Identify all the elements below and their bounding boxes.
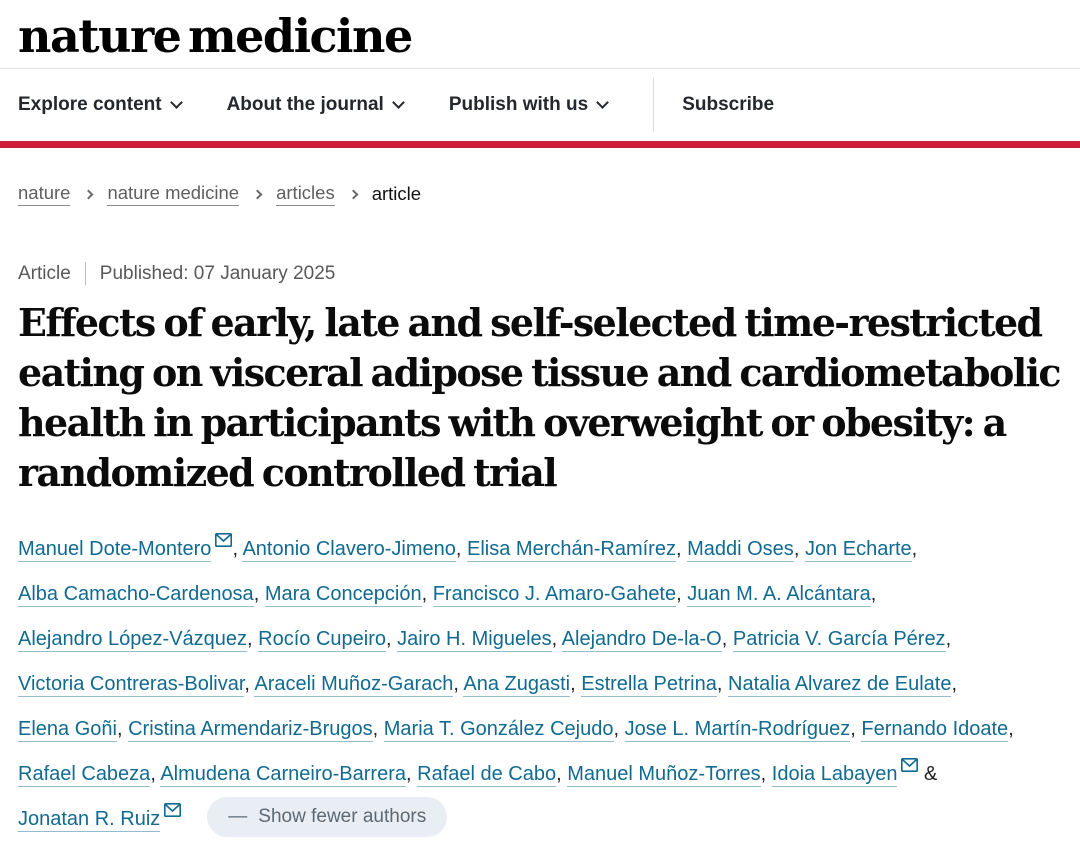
comma-separator: , bbox=[386, 628, 398, 650]
site-header: nature medicine Explore content About th… bbox=[0, 0, 1080, 148]
comma-separator: , bbox=[1008, 718, 1014, 740]
masthead: nature medicine bbox=[0, 0, 1080, 68]
author-link[interactable]: Almudena Carneiro-Barrera bbox=[160, 763, 406, 787]
main-nav: Explore content About the journal Publis… bbox=[0, 69, 1080, 141]
journal-logo[interactable]: nature medicine bbox=[18, 9, 413, 63]
comma-separator: , bbox=[551, 628, 562, 650]
comma-separator: , bbox=[421, 583, 433, 605]
comma-separator: , bbox=[716, 673, 728, 695]
author-link[interactable]: Juan M. A. Alcántara bbox=[687, 583, 871, 607]
published-date: Published: 07 January 2025 bbox=[99, 262, 336, 284]
author-link[interactable]: Maddi Oses bbox=[687, 538, 794, 562]
author-link[interactable]: Manuel Muñoz-Torres bbox=[567, 763, 761, 787]
meta-divider bbox=[84, 262, 86, 285]
breadcrumb-current: article bbox=[371, 183, 422, 204]
author-link[interactable]: Fernando Idoate bbox=[861, 718, 1009, 742]
comma-separator: , bbox=[247, 628, 259, 650]
author-link[interactable]: Araceli Muñoz-Garach bbox=[254, 673, 454, 697]
comma-separator: , bbox=[253, 583, 265, 605]
author-link[interactable]: Estrella Petrina bbox=[581, 673, 717, 697]
comma-separator: , bbox=[911, 538, 918, 560]
brand-accent-bar bbox=[0, 141, 1080, 148]
nav-about-the-journal[interactable]: About the journal bbox=[226, 94, 405, 116]
author-link[interactable]: Maria T. González Cejudo bbox=[383, 718, 614, 742]
nav-label: Explore content bbox=[18, 94, 162, 115]
author-link[interactable]: Jairo H. Migueles bbox=[397, 628, 552, 652]
nav-label: About the journal bbox=[226, 94, 384, 115]
author-link[interactable]: Idoia Labayen bbox=[771, 763, 898, 787]
comma-separator: , bbox=[232, 538, 243, 560]
comma-separator: , bbox=[721, 628, 733, 650]
breadcrumb-link-nature-medicine[interactable]: nature medicine bbox=[107, 182, 240, 206]
comma-separator: , bbox=[850, 718, 862, 740]
breadcrumb-link-nature[interactable]: nature bbox=[18, 182, 71, 206]
author-link[interactable]: Rafael de Cabo bbox=[417, 763, 557, 787]
author-link[interactable]: Ana Zugasti bbox=[463, 673, 571, 697]
author-link[interactable]: Alejandro De-la-O bbox=[561, 628, 722, 652]
author-link[interactable]: Jose L. Martín-Rodríguez bbox=[624, 718, 851, 742]
nav-subscribe[interactable]: Subscribe bbox=[682, 94, 774, 116]
chevron-down-icon bbox=[596, 96, 610, 109]
article-meta: Article Published: 07 January 2025 bbox=[18, 262, 1062, 285]
comma-separator: , bbox=[455, 538, 468, 560]
author-link[interactable]: Francisco J. Amaro-Gahete bbox=[432, 583, 677, 607]
show-fewer-label: Show fewer authors bbox=[258, 805, 427, 827]
comma-separator: , bbox=[793, 538, 805, 560]
chevron-down-icon bbox=[391, 96, 405, 109]
masthead-divider bbox=[0, 68, 1080, 69]
breadcrumb-link-articles[interactable]: articles bbox=[276, 182, 335, 206]
author-link[interactable]: Victoria Contreras-Bolivar bbox=[18, 673, 245, 697]
comma-separator: , bbox=[675, 538, 688, 560]
author-link[interactable]: Alejandro López-Vázquez bbox=[18, 628, 248, 652]
authors-block: Manuel Dote-Montero, Antonio Clavero-Jim… bbox=[18, 527, 1062, 842]
author-link[interactable]: Patricia V. García Pérez bbox=[732, 628, 946, 652]
author-link[interactable]: Rafael Cabeza bbox=[18, 763, 151, 787]
comma-separator: , bbox=[116, 718, 129, 740]
author-link[interactable]: Antonio Clavero-Jimeno bbox=[242, 538, 456, 562]
comma-separator: , bbox=[453, 673, 464, 695]
email-icon[interactable] bbox=[215, 533, 233, 547]
ampersand-separator: & bbox=[918, 763, 938, 785]
author-list: Manuel Dote-Montero, Antonio Clavero-Jim… bbox=[18, 533, 1014, 832]
article-type-label: Article bbox=[18, 262, 71, 284]
article-page: nature nature medicine articles article … bbox=[0, 182, 1080, 842]
comma-separator: , bbox=[570, 673, 582, 695]
comma-separator: , bbox=[372, 718, 384, 740]
author-link[interactable]: Jon Echarte bbox=[804, 538, 912, 562]
minus-icon: — bbox=[228, 805, 248, 827]
nav-label: Subscribe bbox=[682, 94, 775, 115]
author-link[interactable]: Manuel Dote-Montero bbox=[18, 538, 212, 562]
chevron-down-icon bbox=[169, 96, 183, 109]
nav-label: Publish with us bbox=[448, 94, 589, 115]
article-title: Effects of early, late and self-selected… bbox=[18, 300, 1062, 495]
comma-separator: , bbox=[951, 673, 958, 695]
comma-separator: , bbox=[556, 763, 568, 785]
author-link[interactable]: Cristina Armendariz-Brugos bbox=[128, 718, 373, 742]
chevron-right-icon bbox=[84, 189, 94, 199]
comma-separator: , bbox=[150, 763, 161, 785]
breadcrumb: nature nature medicine articles article bbox=[18, 182, 1062, 206]
comma-separator: , bbox=[406, 763, 418, 785]
chevron-right-icon bbox=[252, 189, 263, 199]
author-link[interactable]: Elena Goñi bbox=[18, 718, 117, 742]
email-icon[interactable] bbox=[164, 803, 182, 817]
author-link[interactable]: Jonatan R. Ruiz bbox=[18, 808, 161, 832]
author-link[interactable]: Rocío Cupeiro bbox=[258, 628, 387, 652]
email-icon[interactable] bbox=[901, 758, 919, 772]
nav-publish-with-us[interactable]: Publish with us bbox=[448, 94, 610, 116]
comma-separator: , bbox=[613, 718, 625, 740]
comma-separator: , bbox=[676, 583, 688, 605]
author-link[interactable]: Alba Camacho-Cardenosa bbox=[18, 583, 254, 607]
comma-separator: , bbox=[870, 583, 877, 605]
chevron-right-icon bbox=[348, 189, 359, 199]
author-link[interactable]: Elisa Merchán-Ramírez bbox=[467, 538, 676, 562]
author-link[interactable]: Natalia Alvarez de Eulate bbox=[728, 673, 952, 697]
nav-explore-content[interactable]: Explore content bbox=[18, 94, 183, 116]
author-link[interactable]: Mara Concepción bbox=[264, 583, 422, 607]
comma-separator: , bbox=[244, 673, 255, 695]
comma-separator: , bbox=[760, 763, 772, 785]
nav-divider bbox=[653, 78, 655, 132]
comma-separator: , bbox=[945, 628, 952, 650]
show-fewer-authors-button[interactable]: — Show fewer authors bbox=[207, 796, 448, 837]
